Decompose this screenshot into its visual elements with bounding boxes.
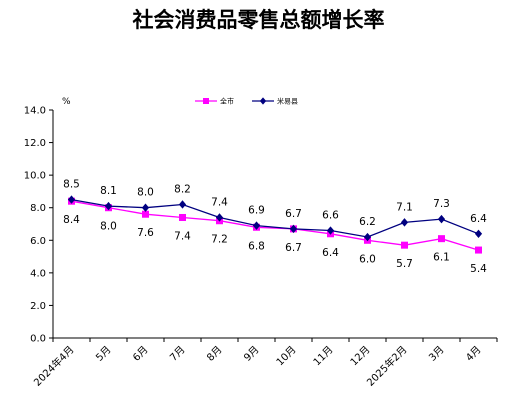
data-point-square xyxy=(179,213,186,221)
y-tick-label: 14.0 xyxy=(24,106,46,117)
x-tick-label: 5月 xyxy=(94,344,114,364)
data-label: 8.0 xyxy=(100,221,117,233)
data-label: 6.4 xyxy=(470,213,487,225)
legend-entry-1: 全市 xyxy=(220,97,234,106)
x-tick-label: 3月 xyxy=(427,344,447,364)
data-point-square xyxy=(401,241,408,249)
y-tick-label: 12.0 xyxy=(24,138,46,149)
data-label: 8.5 xyxy=(63,179,80,191)
y-axis-unit-label: % xyxy=(62,97,71,107)
x-tick-label: 9月 xyxy=(242,344,262,364)
data-label: 8.1 xyxy=(100,185,117,197)
data-point-diamond xyxy=(289,224,298,234)
series-line-1 xyxy=(71,200,479,251)
legend-marker-square xyxy=(203,98,209,104)
y-tick-label: 8.0 xyxy=(30,203,46,214)
data-label: 8.2 xyxy=(174,183,191,195)
data-point-square xyxy=(475,246,482,254)
legend-marker-diamond xyxy=(259,97,267,105)
x-tick-label: 6月 xyxy=(131,344,151,364)
data-point-diamond xyxy=(252,221,261,230)
chart-title: 社会消费品零售总额增长率 xyxy=(132,7,385,32)
data-label: 6.1 xyxy=(433,252,450,264)
data-label: 6.6 xyxy=(322,210,339,222)
data-point-square xyxy=(438,235,445,243)
x-tick-label: 11月 xyxy=(311,344,336,369)
data-label: 6.8 xyxy=(248,240,265,252)
x-tick-label: 12月 xyxy=(348,344,373,369)
data-label: 7.1 xyxy=(396,201,413,213)
data-label: 8.4 xyxy=(63,214,80,226)
y-tick-label: 6.0 xyxy=(30,236,46,247)
legend-entry-2: 米易县 xyxy=(277,97,298,106)
data-label: 7.6 xyxy=(137,227,154,239)
data-point-diamond xyxy=(215,213,224,222)
y-tick-label: 0.0 xyxy=(30,334,46,345)
x-tick-label: 10月 xyxy=(274,344,299,369)
y-tick-label: 10.0 xyxy=(24,171,46,182)
data-label: 7.3 xyxy=(433,198,450,210)
y-tick-label: 2.0 xyxy=(30,301,46,312)
data-point-diamond xyxy=(363,232,372,242)
x-tick-label: 4月 xyxy=(464,344,484,364)
series-line-2 xyxy=(71,198,479,238)
data-label: 5.7 xyxy=(396,258,413,270)
data-label: 6.4 xyxy=(322,247,339,259)
data-point-diamond xyxy=(326,226,335,235)
data-label: 7.2 xyxy=(211,234,228,246)
data-point-diamond xyxy=(437,214,446,224)
data-point-diamond xyxy=(67,195,76,204)
x-tick-label: 2025年2月 xyxy=(364,343,410,389)
data-labels: 8.5 8.4 8.1 8.0 8.0 7.6 8.2 7.4 7.4 7.2 6.9 6.8 6.7 6… xyxy=(63,179,487,275)
data-label: 6.2 xyxy=(359,216,376,228)
data-label: 7.4 xyxy=(211,196,228,208)
data-label: 6.9 xyxy=(248,205,265,217)
y-tick-label: 4.0 xyxy=(30,268,46,279)
x-tick-label: 8月 xyxy=(205,344,225,364)
series-layer xyxy=(67,195,483,254)
data-label: 7.4 xyxy=(174,230,191,242)
x-tick-label: 7月 xyxy=(168,344,188,364)
legend: 全市 米易县 xyxy=(195,97,298,106)
data-label: 6.7 xyxy=(285,208,302,220)
data-point-diamond xyxy=(400,218,409,227)
data-point-diamond xyxy=(104,201,113,211)
y-axis-ticks: 0.0 2.0 4.0 6.0 8.0 10.0 12.0 14.0 xyxy=(24,106,53,345)
data-point-diamond xyxy=(141,203,150,212)
data-label: 8.0 xyxy=(137,187,154,199)
x-tick-label: 2024年4月 xyxy=(31,343,77,389)
data-label: 6.0 xyxy=(359,253,376,265)
data-label: 6.7 xyxy=(285,242,302,254)
data-point-diamond xyxy=(178,200,187,209)
data-point-diamond xyxy=(474,229,483,238)
chart-axes xyxy=(52,110,497,339)
data-point-square xyxy=(142,210,149,218)
data-label: 5.4 xyxy=(470,263,487,275)
